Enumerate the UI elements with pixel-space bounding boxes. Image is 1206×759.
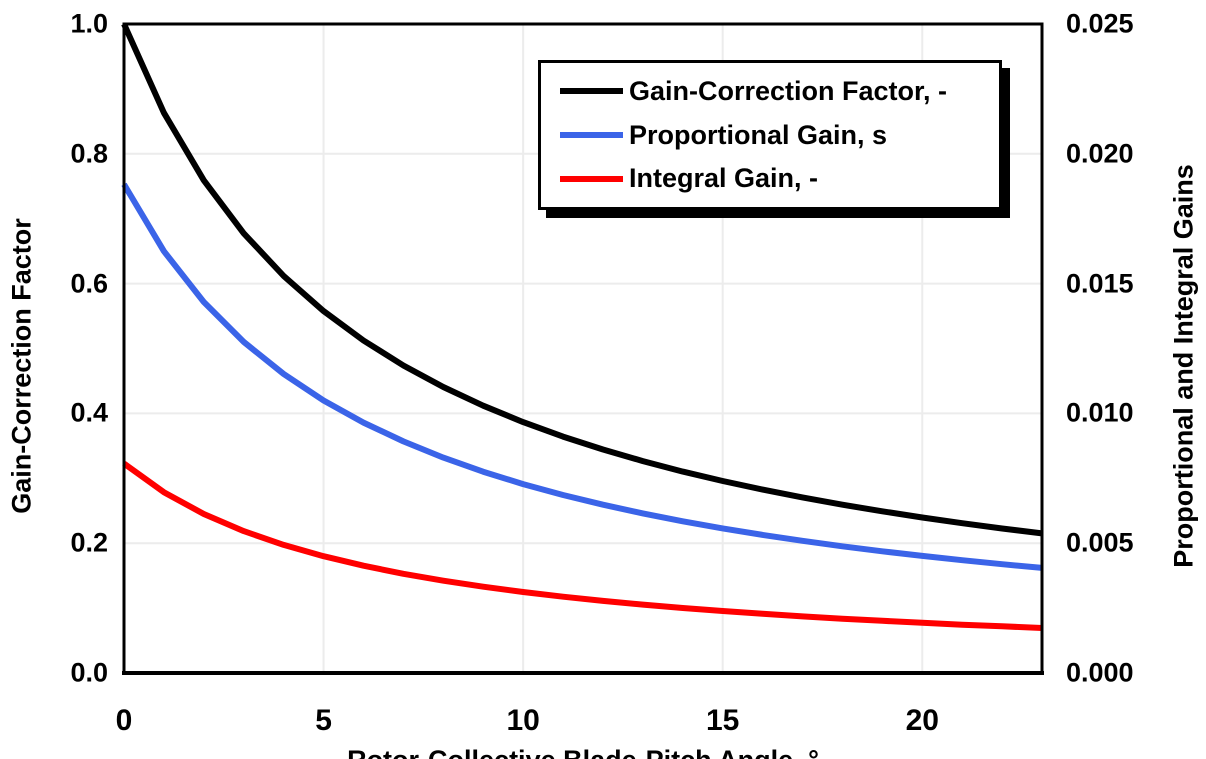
x-tick-label: 15 [706, 704, 740, 737]
legend: Gain-Correction Factor, - Proportional G… [538, 60, 1002, 210]
x-tick-label: 5 [315, 704, 332, 737]
legend-item-label: Proportional Gain, s [629, 119, 888, 150]
legend-item-label: Gain-Correction Factor, - [629, 75, 948, 106]
y-tick-label-right: 0.000 [1066, 657, 1134, 688]
y-tick-label-right: 0.010 [1066, 397, 1134, 428]
y-tick-label-left: 1.0 [70, 8, 108, 39]
legend-line-swatch-red [560, 175, 623, 182]
y-tick-label-right: 0.005 [1066, 527, 1134, 558]
y-tick-label-left: 0.0 [70, 657, 108, 688]
x-tick-label: 0 [115, 704, 133, 737]
y-axis-title-right: Proportional and Integral Gains [1168, 164, 1199, 568]
y-tick-label-left: 0.4 [70, 397, 108, 428]
legend-line-swatch-blue [560, 132, 623, 138]
x-tick-label: 20 [905, 704, 939, 737]
y-tick-label-left: 0.6 [70, 268, 108, 299]
series-line-1 [121, 182, 1043, 571]
legend-item: Proportional Gain, s [560, 120, 999, 151]
y-axis-title-left: Gain-Correction Factor [6, 218, 37, 514]
legend-item-label: Integral Gain, - [629, 163, 819, 194]
series-line-2 [122, 461, 1043, 631]
y-tick-label-left: 0.2 [70, 527, 108, 558]
series-line-0 [121, 22, 1043, 537]
y-tick-label-right: 0.020 [1066, 138, 1134, 169]
legend-item: Integral Gain, - [560, 163, 999, 194]
legend-item: Gain-Correction Factor, - [560, 76, 999, 107]
y-tick-label-right: 0.025 [1066, 8, 1134, 39]
y-tick-label-left: 0.8 [70, 138, 108, 169]
legend-line-swatch-black [560, 88, 623, 95]
y-tick-label-right: 0.015 [1066, 268, 1134, 299]
x-tick-label: 10 [506, 704, 540, 737]
x-axis-title: Rotor-Collective Blade-Pitch Angle, ° [347, 747, 819, 759]
